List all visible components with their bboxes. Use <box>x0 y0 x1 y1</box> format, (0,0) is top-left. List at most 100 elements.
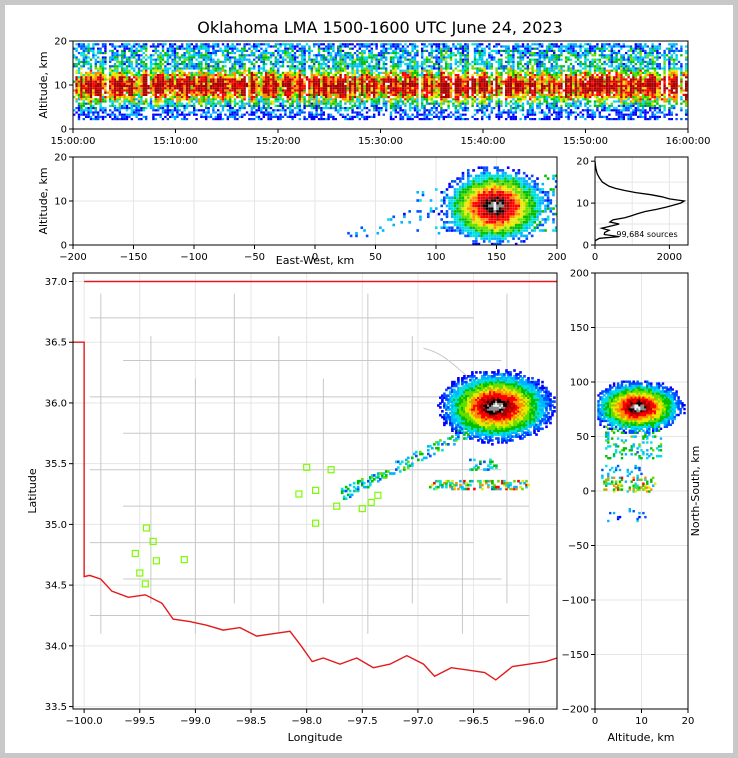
density-cell <box>490 87 493 90</box>
density-cell <box>497 76 501 79</box>
density-cell <box>423 60 426 63</box>
density-cell <box>121 71 124 74</box>
density-cell <box>413 63 417 66</box>
density-cell <box>236 96 239 99</box>
density-cell <box>212 67 215 70</box>
density-cell <box>332 65 335 68</box>
density-cell <box>267 118 270 121</box>
density-cell <box>106 78 109 81</box>
density-cell <box>231 111 234 114</box>
density-cell <box>497 65 501 68</box>
density-cell <box>226 93 229 96</box>
density-cell <box>231 100 234 103</box>
density-cell <box>320 109 323 112</box>
density-cell <box>277 54 280 57</box>
density-cell <box>353 76 357 79</box>
density-cell <box>87 82 90 85</box>
density-cell <box>310 65 313 68</box>
density-cell <box>301 93 304 96</box>
density-cell <box>101 78 105 81</box>
density-cell <box>145 78 148 81</box>
density-cell <box>382 80 385 83</box>
density-cell <box>495 43 498 46</box>
density-cell <box>253 91 256 94</box>
density-cell <box>101 80 105 83</box>
density-cell <box>512 82 515 85</box>
density-cell <box>301 74 304 77</box>
density-cell <box>178 47 181 50</box>
density-cell <box>452 89 455 92</box>
density-cell <box>137 71 141 74</box>
density-cell <box>377 78 381 81</box>
density-cell <box>449 89 453 92</box>
density-cell <box>152 80 155 83</box>
density-cell <box>188 74 191 77</box>
density-cell <box>75 56 78 59</box>
density-cell <box>495 45 498 48</box>
density-cell <box>200 87 203 90</box>
density-cell <box>512 65 515 68</box>
density-cell <box>509 96 513 99</box>
density-cell <box>185 82 189 85</box>
density-cell <box>73 109 76 112</box>
density-cell <box>116 80 119 83</box>
density-cell <box>202 93 205 96</box>
density-cell <box>337 104 340 107</box>
density-cell <box>375 60 378 63</box>
density-cell <box>195 67 198 70</box>
density-cell <box>118 89 121 92</box>
density-cell <box>279 89 282 92</box>
density-cell <box>212 43 215 46</box>
density-cell <box>512 118 515 121</box>
density-cell <box>224 56 227 59</box>
density-cell <box>188 111 191 114</box>
density-cell <box>313 43 316 46</box>
density-cell <box>293 69 297 72</box>
density-cell <box>111 78 114 81</box>
density-cell <box>351 104 354 107</box>
density-cell <box>368 93 371 96</box>
density-cell <box>171 80 174 83</box>
density-cell <box>320 71 323 74</box>
density-cell <box>255 93 258 96</box>
density-cell <box>166 111 169 114</box>
density-cell <box>341 60 345 63</box>
density-cell <box>373 56 376 59</box>
density-cell <box>423 43 426 46</box>
density-cell <box>130 65 133 68</box>
density-cell <box>101 56 105 59</box>
density-cell <box>356 104 359 107</box>
density-cell <box>476 111 479 114</box>
density-cell <box>373 71 376 74</box>
density-cell <box>77 109 81 112</box>
density-cell <box>373 67 376 70</box>
density-cell <box>416 98 419 101</box>
density-cell <box>373 109 376 112</box>
density-cell <box>181 98 184 101</box>
density-cell <box>121 87 124 90</box>
density-cell <box>212 78 215 81</box>
density-cell <box>298 76 301 79</box>
density-cell <box>169 47 172 50</box>
density-cell <box>461 93 465 96</box>
density-cell <box>452 69 455 72</box>
density-cell <box>425 113 429 116</box>
density-cell <box>233 91 237 94</box>
density-cell <box>464 96 467 99</box>
density-cell <box>488 102 491 105</box>
density-cell <box>205 65 208 68</box>
density-cell <box>205 43 208 46</box>
density-cell <box>445 96 448 99</box>
density-cell <box>85 107 88 110</box>
density-cell <box>214 104 217 107</box>
density-cell <box>149 91 153 94</box>
density-cell <box>128 60 131 63</box>
density-cell <box>104 82 107 85</box>
density-cell <box>77 87 81 90</box>
density-cell <box>397 96 400 99</box>
density-cell <box>375 47 378 50</box>
density-cell <box>327 100 330 103</box>
density-cell <box>255 80 258 83</box>
density-cell <box>361 93 364 96</box>
density-cell <box>219 85 222 88</box>
